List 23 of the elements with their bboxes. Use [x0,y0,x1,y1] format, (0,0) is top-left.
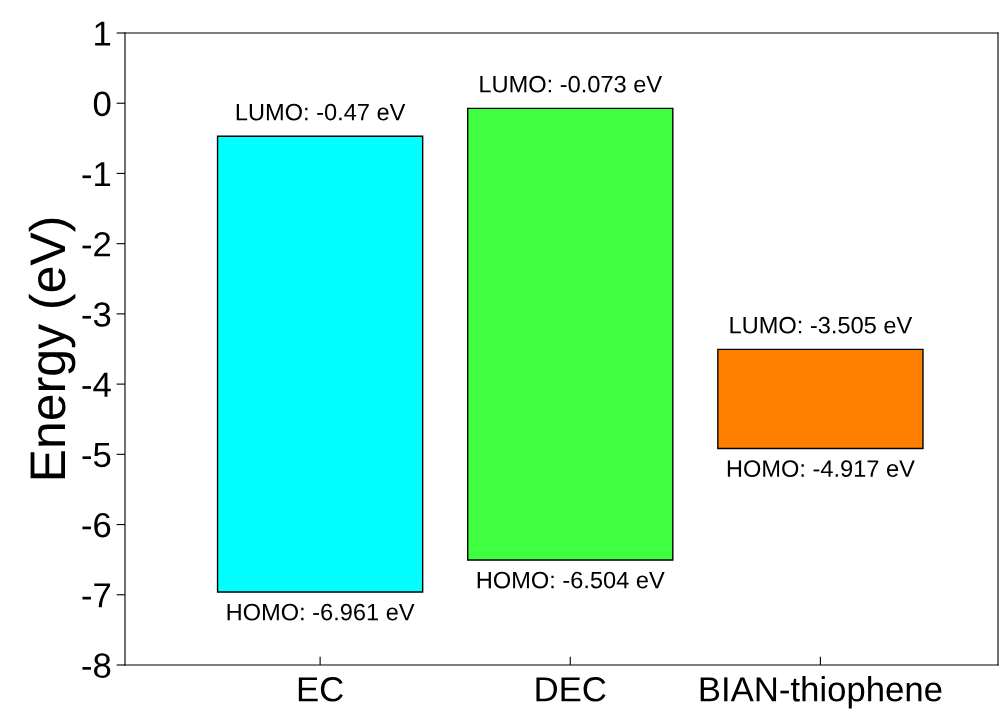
y-tick-label: 1 [95,21,111,46]
y-tick-label: -4 [82,372,111,397]
annotation: HOMO: -6.961 eV [227,603,415,621]
annotation: LUMO: -0.47 eV [236,103,406,121]
y-tick-label: -3 [82,302,111,327]
x-tick-label: DEC [536,677,606,702]
x-tick-label: EC [298,677,343,702]
y-tick-label: -2 [82,232,111,257]
y-tick-label: -5 [82,443,111,468]
bar [216,135,424,593]
x-tick-label: BIAN-thiophene [700,676,942,709]
bar [467,107,674,561]
y-tick-label: -7 [82,583,111,608]
y-tick-label: 0 [93,91,111,117]
y-tick-label: -6 [82,512,111,538]
bar [717,348,924,450]
y-axis-title: Energy (eV) [28,218,76,479]
annotation: HOMO: -4.917 eV [727,460,915,477]
annotation: LUMO: -3.505 eV [730,316,913,334]
annotation: HOMO: -6.504 eV [477,571,665,589]
y-tick-label: -8 [82,653,111,678]
annotation: LUMO: -0.073 eV [480,75,663,93]
y-tick-label: -1 [82,162,111,187]
